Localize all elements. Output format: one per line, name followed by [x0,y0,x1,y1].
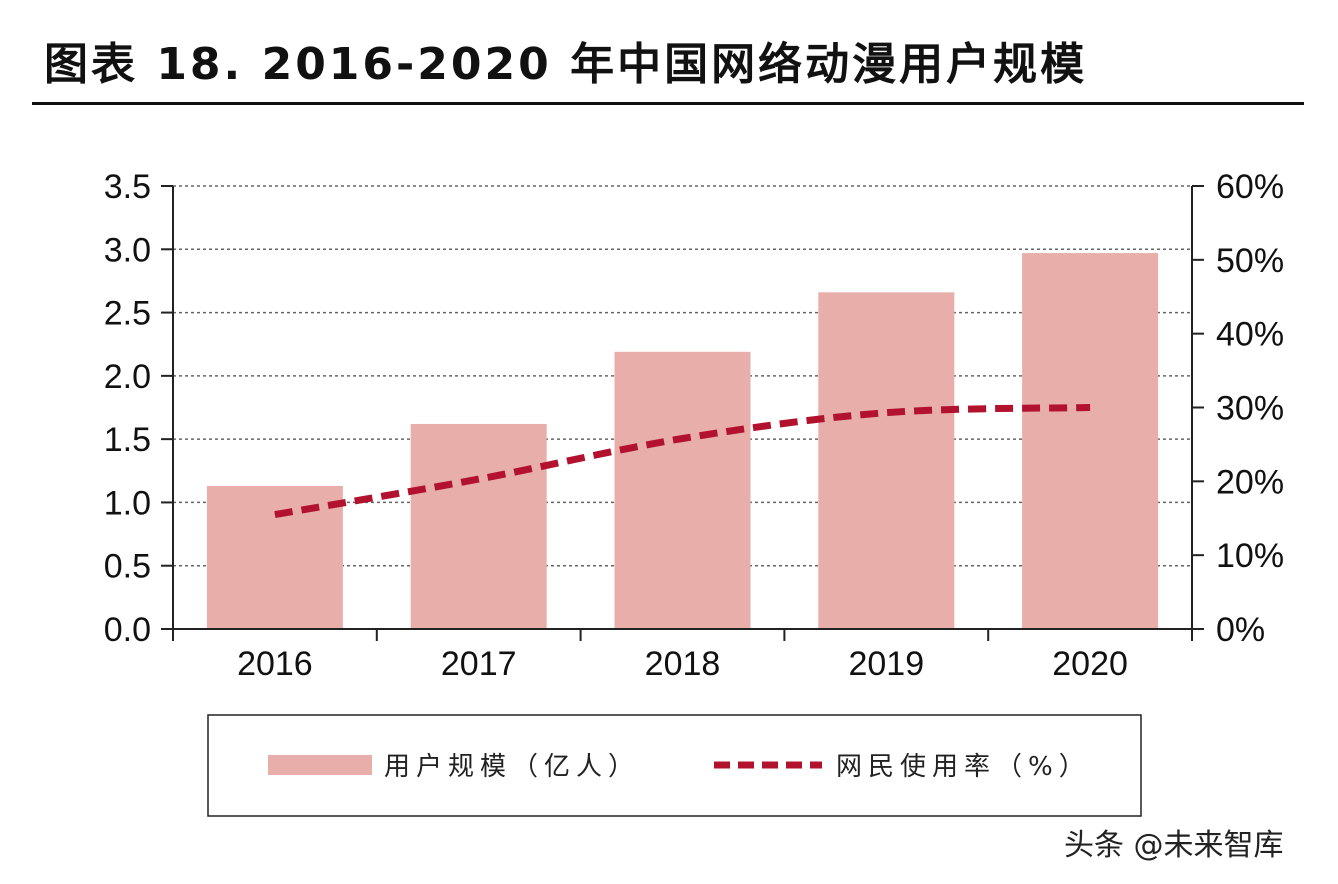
left-axis-tick-label: 2.5 [104,295,151,333]
right-axis-tick-label: 30% [1216,390,1284,428]
x-axis-tick-label: 2016 [237,645,313,683]
right-axis-tick-label: 60% [1216,168,1284,206]
title-underline [32,102,1304,105]
bar [410,423,547,629]
bar [614,351,751,629]
legend-label-bar: 用户规模（亿人） [384,752,640,782]
usage-rate-line [274,404,1091,519]
right-axis-tick-label: 40% [1216,316,1284,354]
legend-swatch-bar [268,755,372,775]
legend-box [207,714,1142,817]
left-axis-tick-label: 0.5 [104,548,151,586]
watermark: 头条 @未来智库 [1064,828,1284,863]
bar [1022,253,1159,629]
x-axis-tick-label: 2019 [848,645,924,683]
left-axis-tick-label: 0.0 [104,611,151,649]
left-axis-tick-label: 3.0 [104,231,151,269]
bar [206,485,343,629]
left-axis-tick-label: 1.0 [104,484,151,522]
x-axis-tick-label: 2018 [645,645,721,683]
right-axis-tick-label: 50% [1216,242,1284,280]
x-axis-tick-label: 2017 [441,645,517,683]
right-axis-tick-label: 20% [1216,463,1284,501]
legend-label-line: 网民使用率（%） [836,752,1091,782]
left-axis-tick-label: 3.5 [104,168,151,206]
right-axis-tick-label: 10% [1216,537,1284,575]
bar [818,292,955,629]
x-axis-tick-label: 2020 [1052,645,1128,683]
left-axis-tick-label: 2.0 [104,358,151,396]
left-axis-tick-label: 1.5 [104,421,151,459]
chart-title: 图表 18. 2016-2020 年中国网络动漫用户规模 [44,39,1088,90]
right-axis-tick-label: 0% [1216,611,1265,649]
